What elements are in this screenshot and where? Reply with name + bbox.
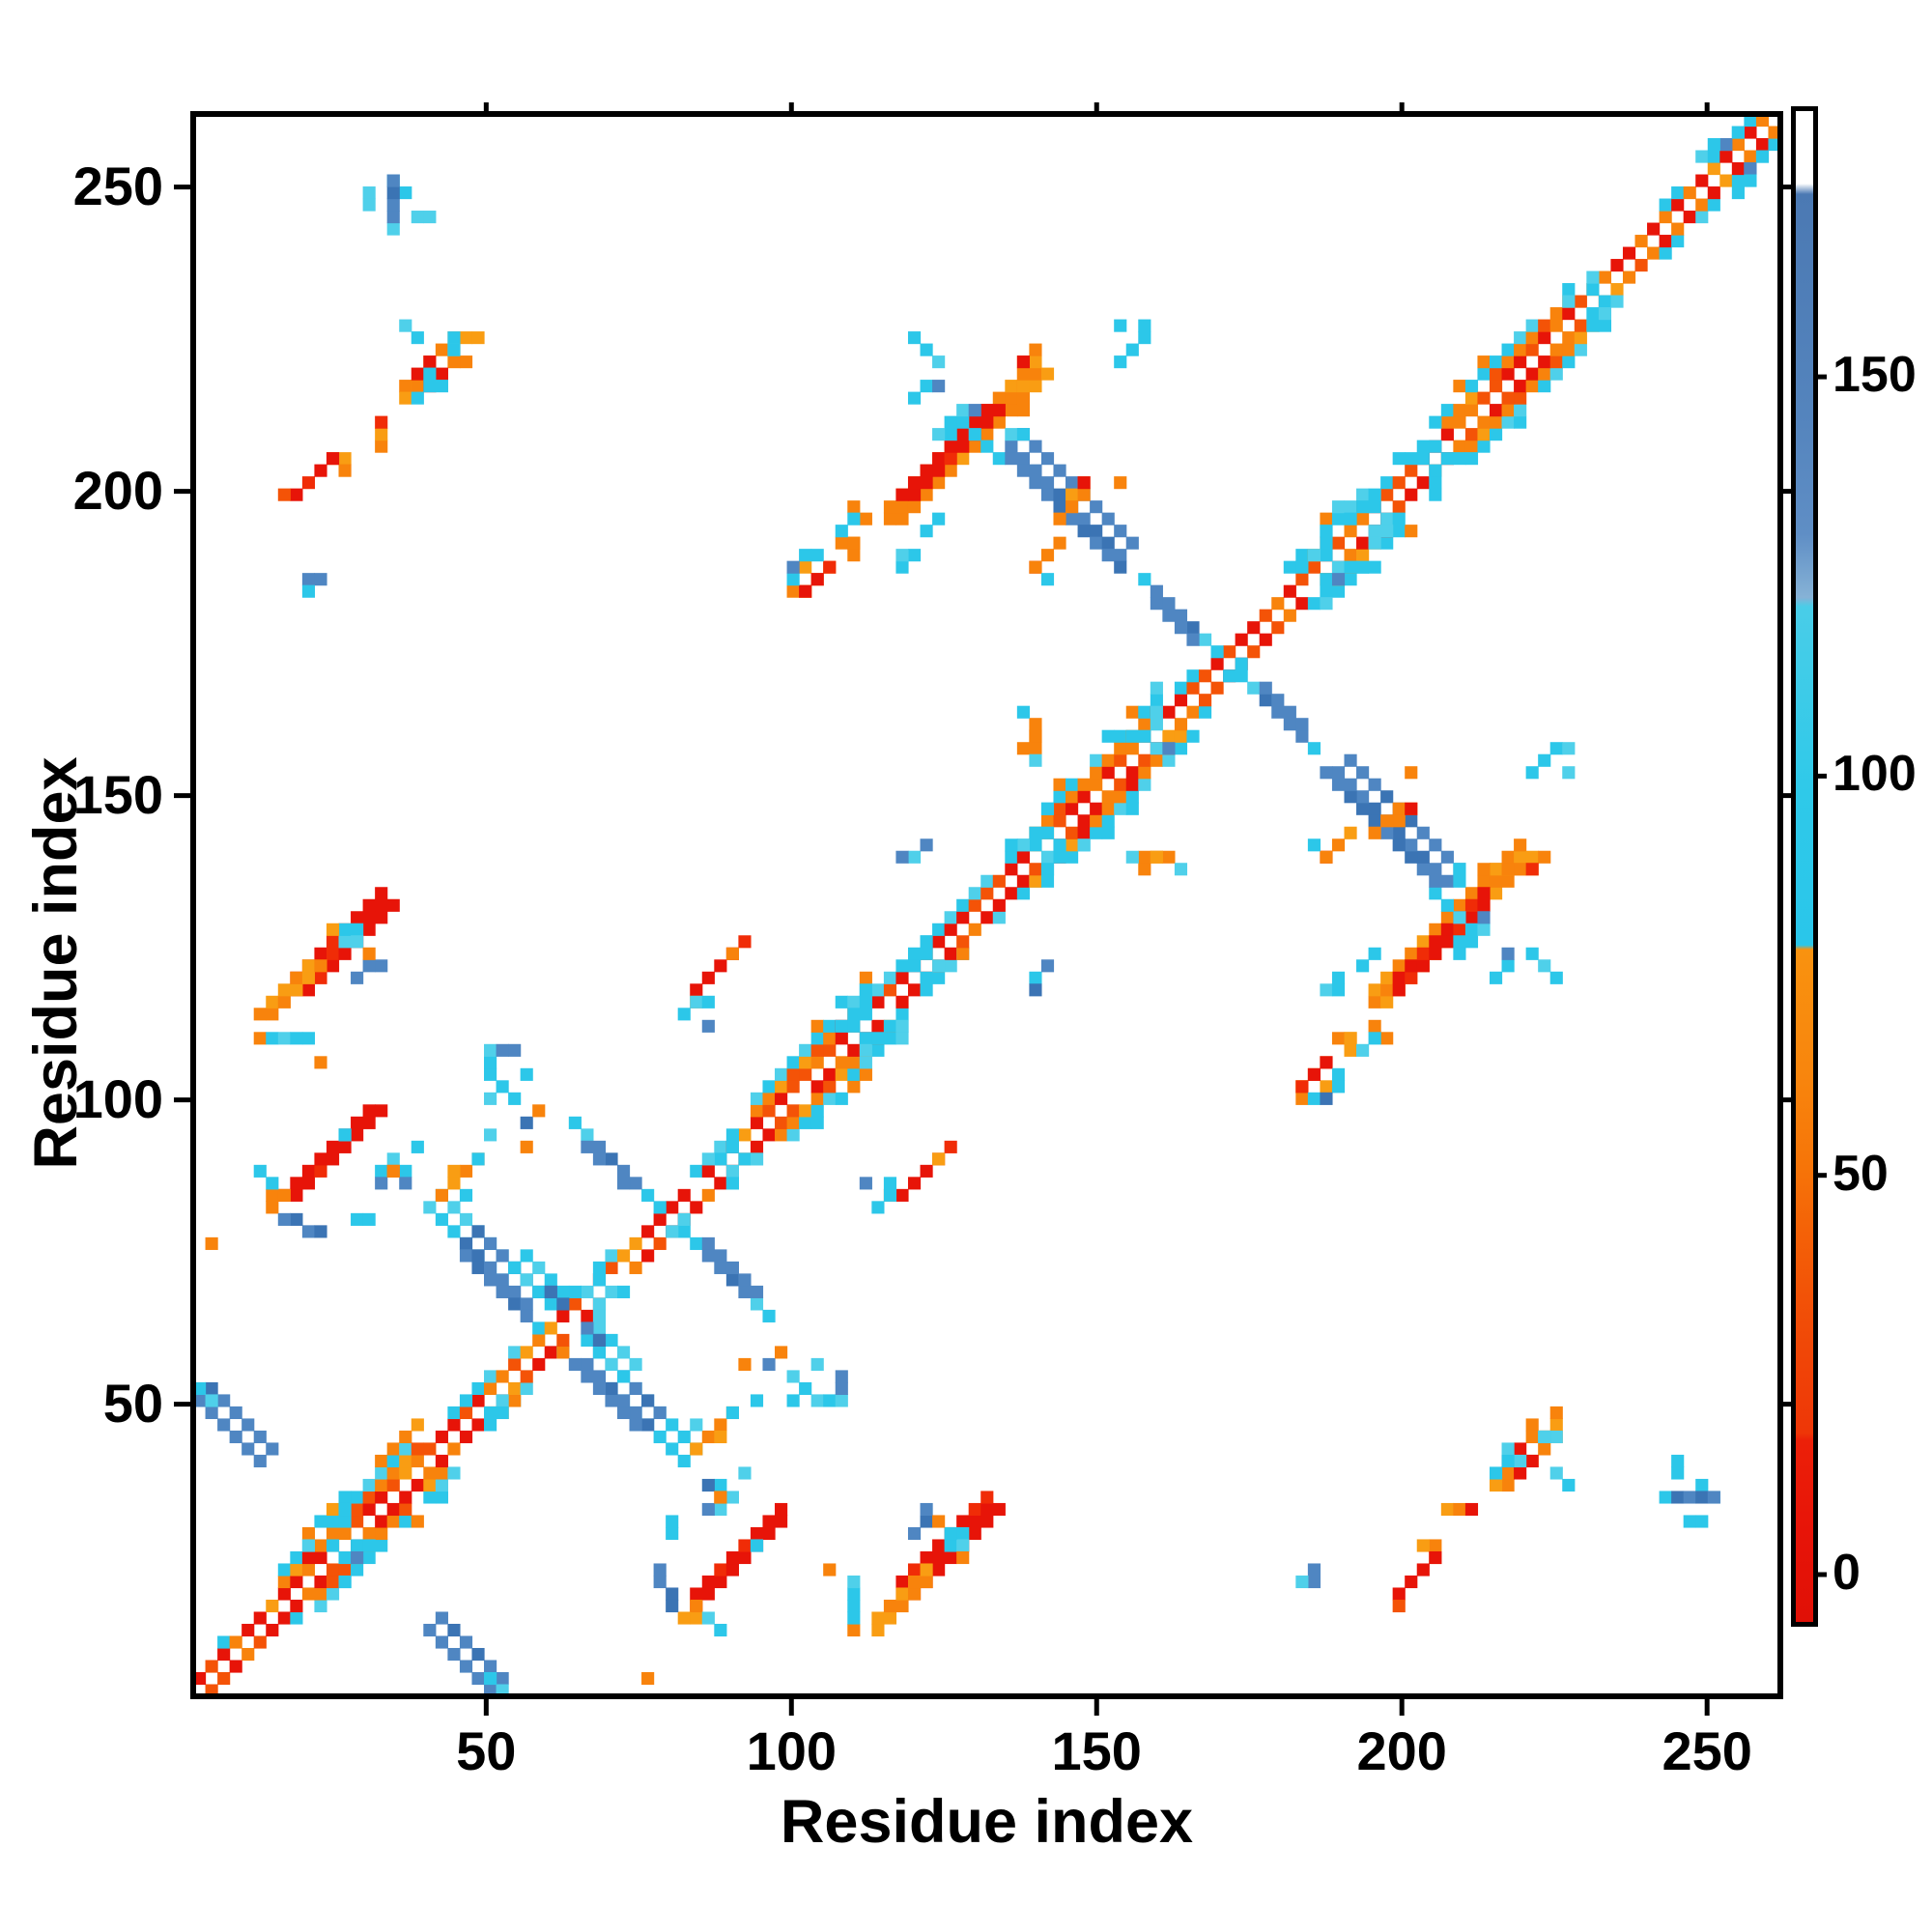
matrix-cells [193,114,1780,1696]
colorbar-tick-label: 50 [1833,1145,1889,1202]
x-tick-label: 250 [1662,1720,1752,1781]
colorbar-tick-label: 0 [1833,1545,1861,1601]
colorbar-ticks [1813,374,1827,1577]
y-tick-label: 150 [72,763,163,825]
y-tick-label: 50 [102,1372,163,1434]
y-tick-label: 200 [72,459,163,521]
y-axis-label: Residue index [22,756,90,1170]
y-tick-label: 100 [72,1067,163,1129]
plot-border [190,111,1783,1699]
colorbar-tick-label: 100 [1833,746,1917,803]
axis-ticks [174,102,1792,1716]
x-axis-label: Residue index [780,1788,1194,1856]
x-tick-label: 100 [746,1720,837,1781]
colorbar [1796,111,1813,1622]
colorbar-border [1791,106,1818,1627]
colorbar-tick-label: 150 [1833,347,1917,404]
x-tick-label: 150 [1051,1720,1142,1781]
x-tick-label: 50 [456,1720,517,1781]
x-tick-label: 200 [1356,1720,1447,1781]
y-tick-label: 250 [72,155,163,216]
